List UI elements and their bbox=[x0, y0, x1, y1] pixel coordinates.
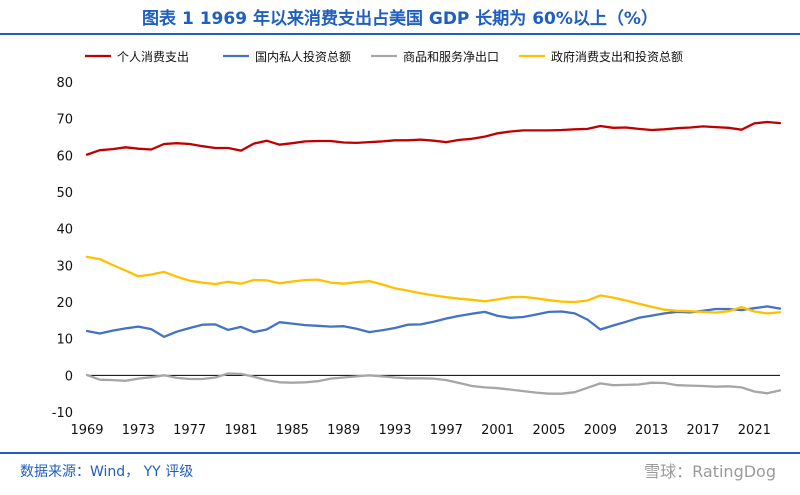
y-tick-label: 60 bbox=[56, 149, 73, 164]
title-rule bbox=[0, 33, 800, 35]
series-line-personal bbox=[85, 120, 782, 156]
watermark: 雪球：RatingDog bbox=[644, 462, 776, 481]
x-tick-label: 1997 bbox=[430, 423, 463, 438]
x-tick-label: 2013 bbox=[635, 423, 668, 438]
legend-label-personal: 个人消费支出 bbox=[117, 50, 189, 64]
x-tick-label: 2001 bbox=[481, 423, 514, 438]
x-tick-label: 2017 bbox=[686, 423, 719, 438]
series-line-government bbox=[85, 255, 782, 315]
bottom-rule bbox=[0, 452, 800, 454]
y-tick-label: 0 bbox=[65, 369, 73, 384]
x-tick-label: 1985 bbox=[276, 423, 309, 438]
line-chart: 80 70 60 50 40 30 20 10 0 -10 1969 1973 1977 1981 1985… bbox=[52, 49, 782, 438]
legend-label-netexports: 商品和服务净出口 bbox=[403, 49, 499, 64]
y-tick-label: -10 bbox=[52, 406, 73, 421]
y-tick-label: 40 bbox=[56, 223, 73, 238]
y-tick-label: 10 bbox=[56, 333, 73, 348]
y-tick-label: 30 bbox=[56, 259, 73, 274]
y-tick-label: 20 bbox=[56, 296, 73, 311]
x-tick-label: 1973 bbox=[122, 423, 155, 438]
source-note: 数据来源：Wind， YY 评级 bbox=[20, 464, 194, 480]
x-tick-label: 2021 bbox=[738, 423, 771, 438]
x-tick-label: 1969 bbox=[70, 423, 103, 438]
chart-title: 图表 1 1969 年以来消费支出占美国 GDP 长期为 60%以上（%） bbox=[142, 9, 658, 29]
x-tick-label: 1993 bbox=[378, 423, 411, 438]
y-tick-label: 80 bbox=[56, 76, 73, 91]
y-tick-label: 70 bbox=[56, 113, 73, 128]
series-line-netexports bbox=[85, 372, 782, 395]
x-tick-label: 1981 bbox=[224, 423, 257, 438]
x-tick-label: 2009 bbox=[584, 423, 617, 438]
x-tick-label: 1977 bbox=[173, 423, 206, 438]
x-tick-label: 2005 bbox=[532, 423, 565, 438]
y-tick-label: 50 bbox=[56, 186, 73, 201]
x-tick-label: 1989 bbox=[327, 423, 360, 438]
legend-label-private: 国内私人投资总额 bbox=[255, 49, 351, 64]
legend-label-government: 政府消费支出和投资总额 bbox=[551, 49, 683, 64]
series-line-private bbox=[85, 305, 782, 338]
